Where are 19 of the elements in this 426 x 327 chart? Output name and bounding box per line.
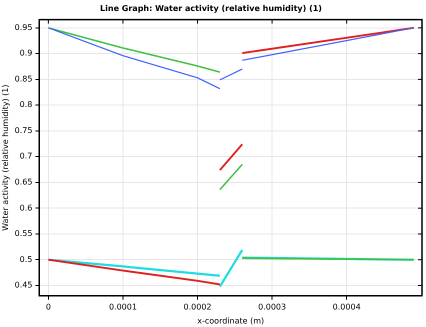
y-tick-label: 0.9 [20,48,32,58]
x-tick-label: 0.0004 [332,302,361,312]
y-tick-label: 0.85 [14,74,32,84]
y-tick-label: 0.95 [14,22,32,32]
y-tick-label: 0.65 [14,178,32,187]
y-tick-label: 0.5 [20,254,32,264]
y-tick-label: 0.6 [20,203,32,212]
y-axis-title: Water activity (relative humidity) (1) [0,84,10,231]
y-tick-label: 0.55 [14,229,32,238]
y-tick-label: 0.7 [20,152,32,161]
chart-title: Line Graph: Water activity (relative humidity) (1) [100,4,322,13]
x-axis-title: x-coordinate (m) [197,316,264,326]
x-tick-label: 0.0001 [108,302,137,312]
x-tick-label: 0.0003 [258,302,286,312]
x-tick-label: 0.0002 [184,302,212,312]
y-tick-label: 0.75 [14,126,32,135]
y-tick-label: 0.8 [20,100,32,110]
x-tick-label: 0 [46,302,51,312]
y-tick-label: 0.45 [14,280,32,290]
